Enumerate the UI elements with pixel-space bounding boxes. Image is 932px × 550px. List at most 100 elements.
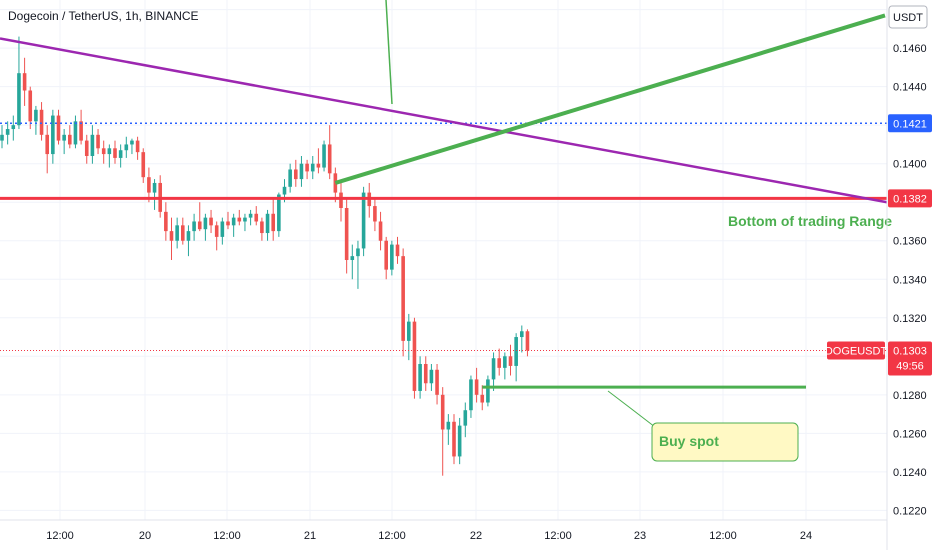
candle-body [463, 410, 468, 426]
candle [333, 167, 338, 203]
candle [452, 414, 456, 465]
candle-body [288, 169, 292, 187]
x-tick-label: 23 [634, 530, 646, 542]
resistance-value: 0.1382 [893, 193, 927, 205]
candle [299, 156, 304, 187]
candle-body [457, 425, 462, 457]
candle [90, 125, 95, 164]
x-tick-label: 12:00 [709, 530, 737, 542]
candle-body [310, 163, 315, 172]
bar-countdown: 49:56 [896, 361, 924, 373]
time-axis[interactable]: 12:00 20 12:00 21 12:00 22 12:00 23 12:00 24 [46, 530, 812, 542]
candle [220, 217, 225, 245]
candle-body [5, 129, 10, 135]
candle-body [412, 321, 417, 391]
chart-title: Dogecoin / TetherUS, 1h, BINANCE [8, 9, 199, 23]
candle-body [265, 213, 270, 234]
candle [463, 402, 468, 438]
green-ray-line[interactable] [385, 0, 393, 105]
x-tick-label: 12:00 [378, 530, 406, 542]
candle [124, 136, 129, 158]
candle-body [243, 217, 247, 222]
y-tick-label: 0.1460 [893, 43, 927, 55]
candle [39, 102, 44, 141]
price-labels: USDT 0.1421 0.1382 DOGEUSDT 0.1303 49:56 [825, 5, 932, 376]
candle [435, 364, 439, 405]
candle [243, 213, 247, 232]
y-tick-label: 0.1240 [893, 467, 927, 479]
candle-body [73, 121, 78, 145]
candle [265, 209, 270, 241]
candle-body [107, 148, 112, 155]
candle [497, 348, 501, 376]
candle-body [169, 231, 174, 241]
candle-body [181, 225, 185, 241]
candle [390, 240, 394, 276]
candle [186, 225, 191, 257]
buy-spot-label: Buy spot [659, 433, 719, 449]
candle [294, 159, 298, 187]
candle [254, 206, 259, 226]
candle-body [11, 125, 16, 130]
candle-body [446, 421, 451, 430]
candle [96, 129, 100, 155]
candle [181, 217, 185, 245]
candle [0, 125, 4, 149]
candle [113, 140, 117, 164]
candle-body [197, 221, 202, 230]
candle [378, 211, 383, 251]
candle-body [474, 379, 479, 395]
x-tick-label: 12:00 [213, 530, 241, 542]
candle-body [294, 169, 298, 180]
candle [175, 217, 179, 249]
candle-body [113, 148, 117, 158]
candle [158, 175, 162, 218]
candle [237, 209, 242, 226]
candle-body [508, 356, 513, 366]
candle-body [62, 134, 66, 141]
candle-body [175, 225, 179, 241]
y-tick-label: 0.1340 [893, 274, 927, 286]
candle [474, 367, 479, 403]
candle-body [34, 109, 38, 122]
candle [316, 148, 321, 174]
candle [429, 364, 434, 391]
candle-body [28, 90, 33, 122]
last-price-value: 0.1303 [893, 346, 927, 358]
candle-body [260, 221, 264, 234]
y-tick-label: 0.1220 [893, 505, 927, 517]
candle [446, 414, 451, 445]
drawing-layer: Buy spot Bottom of trading Range [0, 0, 892, 462]
y-tick-label: 0.1360 [893, 236, 927, 248]
candle [491, 352, 496, 391]
candle [214, 221, 219, 251]
y-tick-label: 0.1400 [893, 159, 927, 171]
ascending-trendline[interactable] [334, 13, 886, 185]
candle-body [45, 134, 49, 155]
candle [203, 213, 208, 241]
candle [135, 136, 140, 160]
candle-body [333, 173, 338, 193]
descending-trendline[interactable] [0, 37, 888, 204]
price-axis[interactable]: 0.12200.12400.12600.12800.13000.13200.13… [893, 5, 927, 518]
candlestick-series [0, 36, 530, 476]
symbol-label: DOGEUSDT [825, 346, 888, 358]
candle-body [277, 194, 281, 232]
candle-body [231, 217, 236, 226]
candle-body [305, 163, 309, 172]
y-tick-label: 0.1440 [893, 82, 927, 94]
candle [457, 417, 462, 465]
candle [260, 217, 264, 241]
candle-body [350, 256, 355, 260]
candle [356, 240, 360, 289]
x-tick-label: 21 [304, 530, 316, 542]
currency-badge[interactable] [888, 5, 928, 29]
candle [418, 356, 422, 399]
candle [384, 236, 388, 280]
candle [101, 140, 106, 164]
buy-spot-callout[interactable] [651, 422, 799, 462]
candle-body [520, 331, 524, 338]
x-tick-label: 12:00 [46, 530, 74, 542]
